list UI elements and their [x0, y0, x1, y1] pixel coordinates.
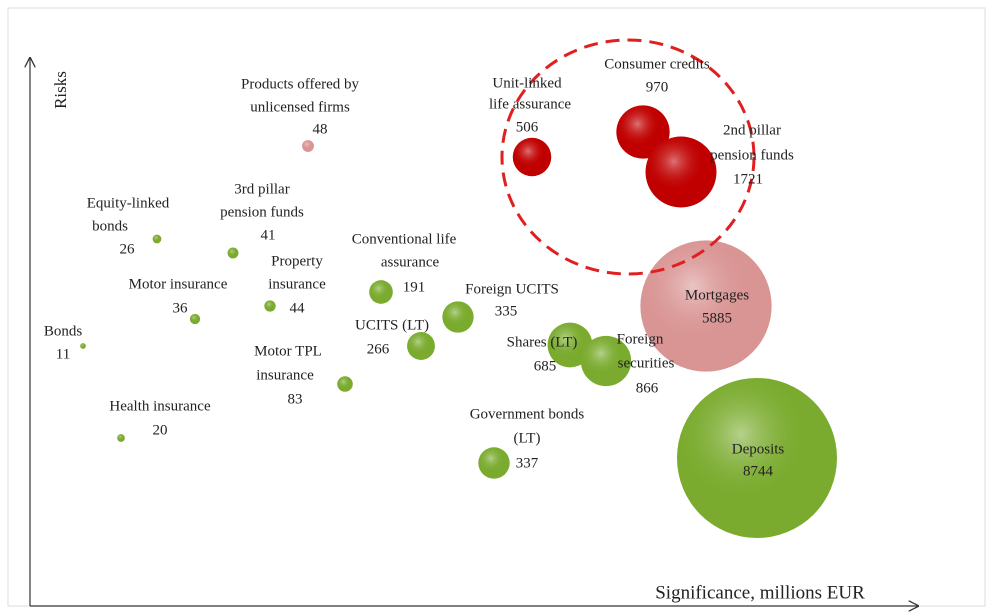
- bubble-shine: [407, 332, 435, 360]
- bubble-label: Motor insurance: [129, 276, 228, 292]
- bubble-value: 44: [290, 300, 306, 316]
- bubble-label: Property: [271, 253, 323, 269]
- bubble-shine: [677, 378, 837, 538]
- bubble-shine: [645, 136, 717, 208]
- bubble-label: Equity-linked: [87, 195, 170, 211]
- bubble-label: pension funds: [710, 147, 794, 163]
- bubble-shine: [442, 301, 474, 333]
- bubble-shine: [80, 343, 86, 349]
- bubble-label: Shares (LT): [507, 334, 578, 350]
- bubble-label: UCITS (LT): [355, 317, 429, 333]
- bubble-label: Deposits: [732, 441, 785, 457]
- bubble-value: 335: [495, 303, 518, 319]
- bubble-value: 685: [534, 358, 557, 374]
- bubble-label: insurance: [256, 367, 314, 383]
- bubble-label: insurance: [268, 276, 326, 292]
- bubble-label: Mortgages: [685, 287, 749, 303]
- bubble-value: 5885: [702, 310, 732, 326]
- bubble-value: 866: [636, 380, 659, 396]
- bubble-value: 41: [261, 227, 276, 243]
- bubble-shine: [264, 300, 276, 312]
- bubble-value: 970: [646, 79, 669, 95]
- bubble-label: (LT): [514, 430, 541, 446]
- bubble-label: Conventional life: [352, 231, 457, 247]
- highlight-ring: [500, 38, 756, 276]
- bubbles: [80, 105, 837, 538]
- bubble-value: 1721: [733, 171, 763, 187]
- bubble-shine: [302, 140, 314, 152]
- bubble-label: pension funds: [220, 204, 304, 220]
- bubble-shine: [152, 234, 162, 244]
- bubble-label: unlicensed firms: [250, 99, 350, 115]
- bubble-shine: [189, 313, 201, 325]
- bubble-shine: [512, 137, 552, 177]
- bubble-shine: [369, 280, 393, 304]
- y-axis-label: Risks: [51, 71, 70, 109]
- bubble-shine: [117, 434, 125, 442]
- bubble-shine: [580, 335, 632, 387]
- bubble-label: assurance: [381, 254, 440, 270]
- bubble-label: securities: [618, 355, 675, 371]
- bubble-value: 506: [516, 119, 539, 135]
- bubble-value: 26: [120, 241, 136, 257]
- bubble-label: Products offered by: [241, 76, 360, 92]
- bubble-shine: [616, 105, 670, 159]
- bubble-shine: [337, 376, 353, 392]
- bubble-value: 266: [367, 341, 390, 357]
- labels: Products offered by unlicensed firms 48 Uni…: [44, 56, 794, 479]
- bubble-label: Government bonds: [470, 406, 585, 422]
- bubble-label: Foreign: [617, 331, 664, 347]
- bubble-label: Motor TPL: [254, 343, 322, 359]
- bubble-value: 83: [288, 391, 303, 407]
- bubble-label: Bonds: [44, 323, 83, 339]
- bubble-shine: [640, 240, 772, 372]
- bubble-label: bonds: [92, 218, 128, 234]
- bubble-shine: [547, 322, 593, 368]
- bubble-value: 48: [313, 121, 328, 137]
- bubble-label: Foreign UCITS: [465, 281, 559, 297]
- bubble-shine: [478, 447, 510, 479]
- bubble-value: 11: [56, 346, 70, 362]
- bubble-value: 8744: [743, 463, 774, 479]
- bubble-label: 2nd pillar: [723, 122, 781, 138]
- bubble-value: 36: [173, 300, 189, 316]
- bubble-value: 337: [516, 455, 539, 471]
- bubble-label: 3rd pillar: [234, 181, 289, 197]
- bubble-label: life assurance: [489, 96, 571, 112]
- bubble-label: Health insurance: [109, 398, 211, 414]
- bubble-shine: [227, 247, 239, 259]
- bubble-value: 191: [403, 279, 426, 295]
- bubble-label: Consumer credits: [604, 56, 710, 72]
- bubble-value: 20: [153, 422, 168, 438]
- x-axis-label: Significance, millions EUR: [655, 582, 865, 603]
- bubble-label: Unit-linked: [492, 75, 562, 91]
